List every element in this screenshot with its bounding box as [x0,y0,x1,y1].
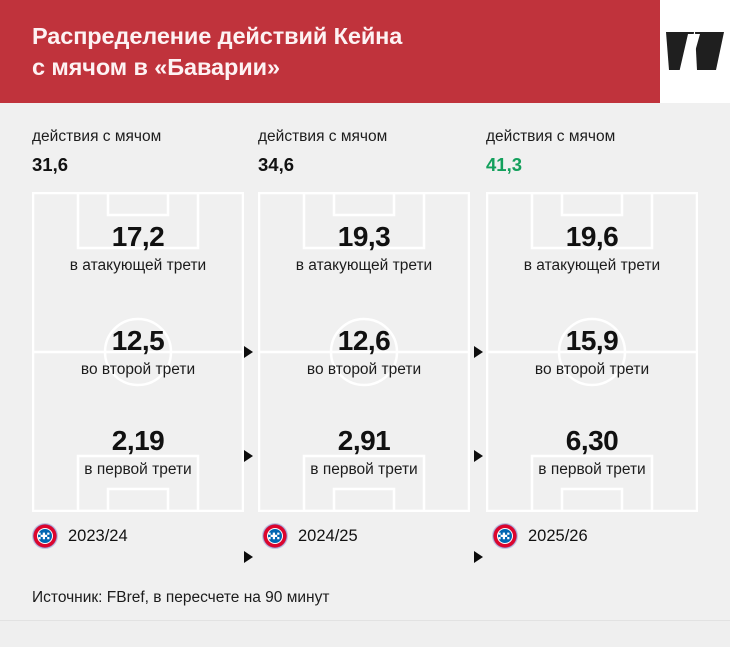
zone-label: во второй трети [534,361,650,378]
football-pitch-icon [32,192,244,512]
zone-value: 12,5 [111,325,165,356]
logo-container [660,0,730,103]
zone-value: 6,30 [565,425,619,456]
column-caption: действия с мячом [32,128,162,145]
zone-label: в первой трети [84,461,192,478]
column-caption: действия с мячом [486,128,616,145]
legend-season-2023-24: 2023/24 [32,523,128,549]
header: Распределение действий Кейна с мячом в «… [0,0,730,103]
season-column-2024-25: действия с мячом 34,6 19,3 в атакующей т… [228,103,470,573]
bayern-munich-crest-icon [492,523,518,549]
zone-middle-third: 12,5 во второй трети [32,324,244,380]
pitch-diagram: 19,3 в атакующей трети 12,6 во второй тр… [258,192,470,512]
zone-attacking-third: 19,3 в атакующей трети [258,220,470,276]
legend-label: 2025/26 [528,527,588,545]
column-total-value: 41,3 [486,154,523,175]
infographic-body: действия с мячом 31,6 17,2 в атакующей т… [0,103,730,647]
page-title-line-1: Распределение действий Кейна [32,22,403,49]
zone-value: 19,6 [565,221,619,252]
sports-ru-logo-icon [666,31,724,73]
bayern-munich-crest-icon [262,523,288,549]
zone-attacking-third: 19,6 в атакующей трети [486,220,698,276]
zone-middle-third: 15,9 во второй трети [486,324,698,380]
zone-value: 12,6 [337,325,391,356]
zone-value: 19,3 [337,221,391,252]
triangle-right-icon [474,450,483,462]
zone-label: во второй трети [306,361,422,378]
football-pitch-icon [486,192,698,512]
zone-label: в атакующей трети [295,257,433,274]
season-column-2025-26: действия с мячом 41,3 19,6 в атакующей т… [456,103,698,573]
season-columns: действия с мячом 31,6 17,2 в атакующей т… [0,103,730,573]
pitch-diagram: 19,6 в атакующей трети 15,9 во второй тр… [486,192,698,512]
page-title-line-2: с мячом в «Баварии» [32,53,280,80]
triangle-right-icon [474,346,483,358]
zone-label: в атакующей трети [69,257,207,274]
legend-label: 2024/25 [298,527,358,545]
column-total-value: 31,6 [32,154,69,175]
zone-middle-third: 12,6 во второй трети [258,324,470,380]
zone-defensive-third: 2,91 в первой трети [258,424,470,480]
triangle-right-icon [244,346,253,358]
triangle-right-icon [244,551,253,563]
zone-attacking-third: 17,2 в атакующей трети [32,220,244,276]
footer-divider [0,620,730,621]
column-total-value: 34,6 [258,154,295,175]
zone-value: 17,2 [111,221,165,252]
zone-label: в атакующей трети [523,257,661,274]
zone-defensive-third: 6,30 в первой трети [486,424,698,480]
legend-season-2024-25: 2024/25 [262,523,358,549]
pitch-diagram: 17,2 в атакующей трети 12,5 во второй тр… [32,192,244,512]
zone-label: в первой трети [538,461,646,478]
bayern-munich-crest-icon [32,523,58,549]
source-note: Источник: FBref, в пересчете на 90 минут [32,589,330,606]
legend-label: 2023/24 [68,527,128,545]
season-column-2023-24: действия с мячом 31,6 17,2 в атакующей т… [0,103,244,573]
zone-label: в первой трети [310,461,418,478]
footer-strip [0,621,730,647]
triangle-right-icon [244,450,253,462]
triangle-right-icon [474,551,483,563]
zone-value: 2,19 [111,425,165,456]
zone-value: 2,91 [337,425,391,456]
legend-season-2025-26: 2025/26 [492,523,588,549]
zone-defensive-third: 2,19 в первой трети [32,424,244,480]
football-pitch-icon [258,192,470,512]
zone-value: 15,9 [565,325,619,356]
zone-label: во второй трети [80,361,196,378]
column-caption: действия с мячом [258,128,388,145]
header-title-band: Распределение действий Кейна с мячом в «… [0,0,660,103]
